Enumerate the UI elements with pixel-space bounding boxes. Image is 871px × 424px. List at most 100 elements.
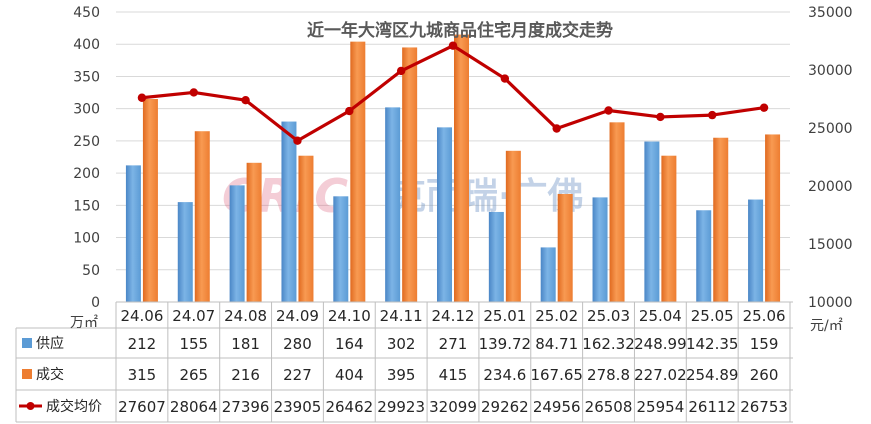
data-label: 280 (283, 335, 312, 353)
data-label: 212 (128, 335, 157, 353)
data-label: 227.02 (634, 366, 687, 384)
x-tick-label: 25.01 (483, 307, 526, 325)
data-label: 139.72 (479, 335, 532, 353)
price-point-25.05 (708, 110, 717, 120)
data-label: 162.32 (582, 335, 635, 353)
x-tick-label: 24.11 (380, 307, 423, 325)
data-label: 271 (439, 335, 468, 353)
bar-supply-24.09 (281, 121, 297, 302)
bar-supply-24.10 (333, 196, 349, 302)
y-right-tick-label: 20000 (808, 179, 853, 195)
right-axis-unit: 元/㎡ (810, 318, 843, 334)
bar-deal-24.12 (454, 34, 469, 303)
data-label: 24956 (533, 398, 581, 416)
data-label: 181 (231, 335, 260, 353)
data-label: 28064 (170, 398, 218, 416)
price-point-24.11 (396, 66, 406, 76)
data-label: 26462 (325, 398, 373, 416)
y-right-tick-label: 15000 (808, 237, 853, 253)
bar-supply-24.07 (177, 202, 193, 302)
data-label: 26508 (585, 398, 633, 416)
bar-deal-24.06 (142, 99, 158, 302)
legend-label: 成交 (36, 366, 64, 383)
bar-supply-25.02 (540, 247, 556, 302)
data-label: 84.71 (535, 335, 578, 353)
data-label: 302 (387, 335, 416, 353)
data-label: 32099 (429, 398, 477, 416)
y-left-tick-label: 50 (82, 263, 100, 279)
data-table: 24.06 24.07 24.08 24.09 24.10 24.11 24.12 25.01… (15, 301, 793, 423)
data-label: 23905 (274, 398, 322, 416)
x-tick-label: 25.04 (639, 307, 682, 325)
bar-deal-24.11 (402, 47, 418, 302)
y-right-tick-label: 25000 (808, 121, 853, 137)
y-left-tick-label: 0 (91, 295, 100, 311)
bar-supply-24.06 (125, 165, 141, 302)
grid (116, 11, 790, 271)
data-label: 27396 (222, 398, 270, 416)
bar-deal-25.05 (713, 137, 729, 302)
x-tick-label: 25.03 (587, 307, 630, 325)
data-label: 142.35 (686, 335, 739, 353)
x-tick-label: 24.06 (120, 307, 163, 325)
price-point-25.06 (759, 103, 769, 112)
bar-deal-24.07 (194, 131, 210, 302)
bar-supply-25.03 (592, 197, 608, 302)
y-left-tick-label: 350 (73, 69, 100, 85)
y-left-tick-label: 450 (73, 5, 100, 21)
price-series-line (141, 44, 765, 143)
bar-deal-24.08 (246, 162, 262, 302)
price-point-24.08 (241, 96, 250, 105)
bar-deal-24.10 (350, 41, 366, 303)
bar-supply-24.12 (437, 127, 452, 302)
x-tick-label: 25.02 (535, 307, 578, 325)
bar-deal-25.01 (505, 150, 521, 302)
price-point-25.03 (604, 106, 613, 115)
x-tick-label: 25.05 (691, 307, 734, 325)
data-label: 164 (335, 335, 364, 353)
data-label: 26753 (740, 398, 788, 416)
legend-label: 成交均价 (46, 398, 102, 415)
bar-supply-25.01 (488, 211, 504, 302)
bar-supply-24.11 (385, 107, 401, 302)
y-left-tick-label: 400 (73, 37, 100, 53)
data-label: 265 (179, 366, 208, 384)
price-point-24.10 (345, 106, 354, 116)
axes: 0 50 100 150 200 250 300 350 400 450 10000 15000 200… (73, 5, 852, 311)
y-left-tick-label: 300 (73, 102, 100, 118)
data-label: 159 (750, 335, 779, 353)
legend-marker (26, 402, 35, 410)
x-tick-label: 24.09 (276, 307, 319, 325)
price-point-25.02 (552, 124, 561, 133)
bar-deal-24.09 (298, 155, 314, 302)
y-right-tick-label: 30000 (808, 63, 853, 79)
watermark-text: 克而瑞·广佛 (390, 176, 584, 217)
data-label: 315 (128, 366, 157, 384)
price-point-24.09 (293, 136, 302, 145)
data-label: 25954 (637, 398, 685, 416)
data-label: 254.89 (686, 366, 739, 384)
legend-swatch-1 (22, 369, 32, 379)
bar-deal-25.06 (765, 134, 781, 302)
x-tick-label: 24.12 (432, 307, 475, 325)
y-left-tick-label: 250 (73, 134, 100, 150)
data-label: 260 (750, 366, 779, 384)
bar-deal-25.02 (557, 193, 573, 302)
y-left-tick-label: 200 (73, 166, 100, 182)
left-axis-unit: 万㎡ (70, 315, 98, 331)
bar-supply-25.04 (644, 141, 660, 302)
data-label: 155 (179, 335, 208, 353)
y-right-tick-label: 35000 (808, 5, 853, 21)
x-tick-label: 24.07 (172, 307, 215, 325)
price-point-24.06 (137, 93, 147, 102)
y-right-tick-label: 10000 (808, 295, 853, 311)
bar-deal-25.03 (609, 122, 625, 302)
data-label: 29262 (481, 398, 529, 416)
data-label: 248.99 (634, 335, 687, 353)
y-left-tick-label: 150 (73, 198, 100, 214)
chart-title: 近一年大湾区九城商品住宅月度成交走势 (307, 20, 613, 41)
bar-supply-25.06 (748, 199, 764, 302)
data-label: 26112 (688, 398, 736, 416)
y-left-tick-label: 100 (73, 231, 100, 247)
data-label: 404 (335, 366, 364, 384)
